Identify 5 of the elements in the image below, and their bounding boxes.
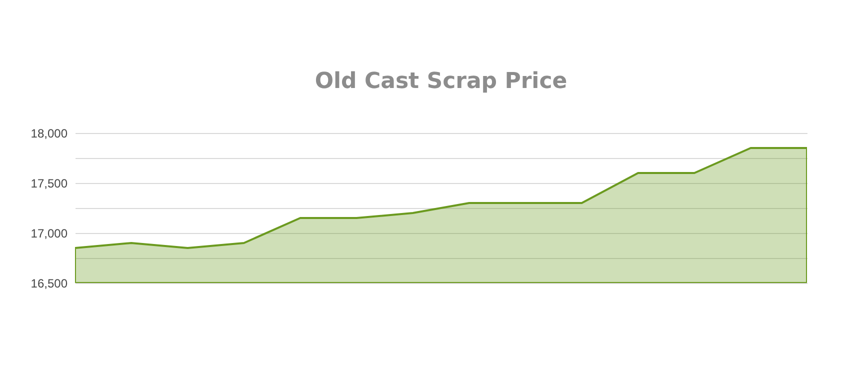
y-tick-label: 17,000	[30, 226, 68, 240]
chart-title: Old Cast Scrap Price	[314, 69, 568, 94]
y-tick-label: 17,500	[30, 176, 68, 190]
y-tick-label: 18,000	[30, 126, 68, 140]
y-tick-label: 16,500	[30, 276, 68, 290]
